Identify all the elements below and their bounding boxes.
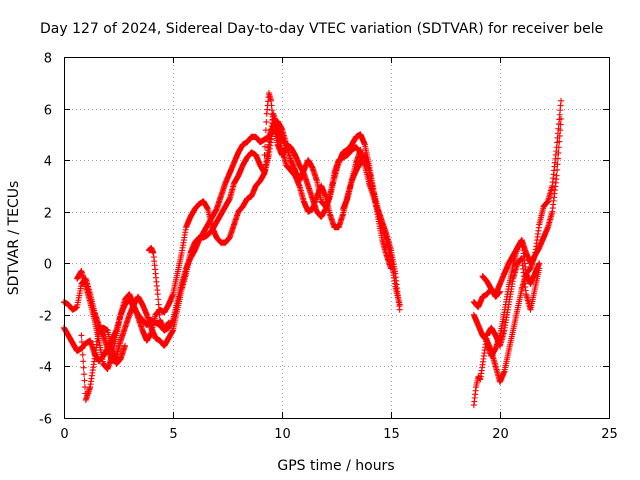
data-point bbox=[554, 155, 561, 162]
data-point bbox=[122, 342, 129, 349]
data-point bbox=[558, 115, 565, 122]
data-point bbox=[556, 132, 563, 139]
y-tick-label: 0 bbox=[44, 258, 52, 273]
y-tick-label: 2 bbox=[44, 207, 52, 222]
y-tick-label: -2 bbox=[39, 310, 52, 325]
y-tick-label: -4 bbox=[39, 361, 52, 376]
data-point bbox=[156, 306, 163, 313]
x-tick-label: 25 bbox=[601, 427, 618, 442]
data-point bbox=[388, 265, 394, 272]
y-tick-label: 8 bbox=[44, 52, 52, 67]
data-point bbox=[554, 161, 561, 168]
data-point bbox=[261, 151, 268, 158]
x-axis-label: GPS time / hours bbox=[277, 458, 394, 474]
data-point bbox=[165, 319, 172, 326]
data-point bbox=[156, 311, 163, 318]
data-point bbox=[154, 291, 161, 298]
x-tick-label: 5 bbox=[169, 427, 177, 442]
chart-title: Day 127 of 2024, Sidereal Day-to-day VTE… bbox=[40, 21, 603, 37]
data-point bbox=[155, 301, 162, 308]
data-markers bbox=[61, 90, 565, 409]
data-point bbox=[79, 351, 86, 358]
y-tick-label: 6 bbox=[44, 104, 52, 119]
data-point bbox=[556, 138, 563, 145]
data-point bbox=[262, 135, 269, 142]
data-point bbox=[558, 97, 565, 104]
y-tick-label: -6 bbox=[39, 413, 52, 428]
y-tick-label: 4 bbox=[44, 155, 52, 170]
data-point bbox=[155, 296, 162, 303]
x-tick-label: 10 bbox=[274, 427, 291, 442]
data-point bbox=[357, 146, 364, 153]
tick-labels: 0 5 10 15 20 25 -6 -4 -2 0 2 4 6 8 bbox=[39, 52, 618, 443]
x-tick-label: 0 bbox=[60, 427, 68, 442]
data-point bbox=[80, 364, 87, 371]
data-point bbox=[497, 288, 503, 295]
data-point bbox=[262, 127, 269, 134]
plot-frame bbox=[64, 57, 610, 419]
data-point bbox=[396, 301, 403, 308]
data-point bbox=[78, 332, 85, 339]
data-point bbox=[555, 144, 562, 151]
data-point bbox=[555, 149, 562, 156]
data-point bbox=[81, 371, 88, 378]
data-point bbox=[78, 338, 85, 345]
data-point bbox=[80, 358, 87, 365]
data-point bbox=[81, 377, 88, 384]
data-point bbox=[554, 166, 561, 173]
data-point bbox=[261, 143, 268, 150]
x-tick-label: 15 bbox=[383, 427, 400, 442]
data-point bbox=[553, 172, 560, 179]
data-point bbox=[536, 260, 543, 267]
data-point bbox=[557, 127, 564, 134]
data-point bbox=[81, 384, 88, 391]
data-point bbox=[263, 118, 270, 125]
data-point bbox=[79, 345, 86, 352]
y-axis-label: SDTVAR / TECUs bbox=[6, 181, 22, 296]
x-tick-label: 20 bbox=[492, 427, 509, 442]
data-point bbox=[396, 306, 403, 313]
data-point bbox=[557, 121, 564, 128]
data-point bbox=[283, 144, 290, 151]
